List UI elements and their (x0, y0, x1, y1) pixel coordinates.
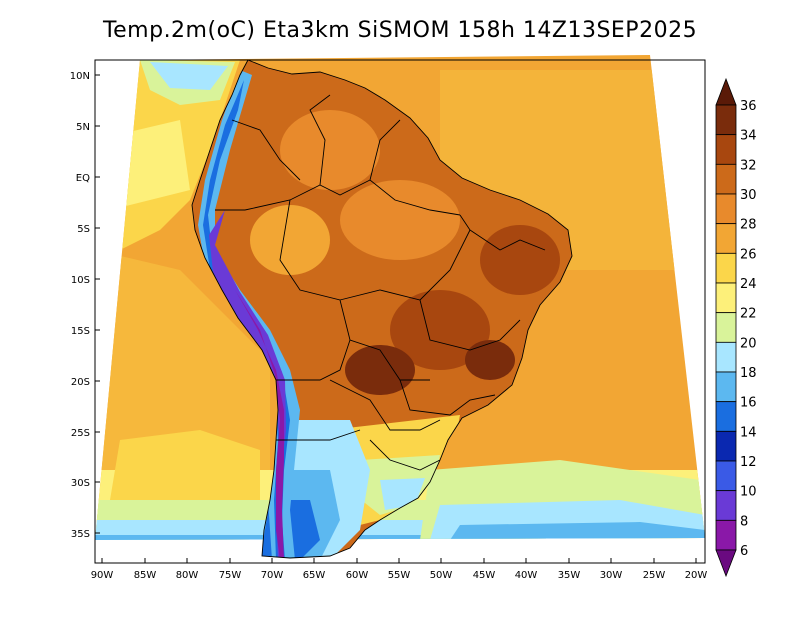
colorbar-arrow-top (715, 77, 737, 106)
lon-tick-label: 90W (91, 570, 114, 581)
lon-tick-label: 20W (685, 570, 708, 581)
lat-tick-label: 20S (71, 377, 90, 388)
lon-tick-label: 30W (600, 570, 623, 581)
colorbar-label: 34 (740, 129, 757, 144)
colorbar-label: 32 (740, 158, 757, 173)
colorbar-label: 10 (740, 485, 757, 500)
colorbar-label: 16 (740, 396, 757, 411)
lon-tick-label: 35W (558, 570, 581, 581)
lat-tick-label: 10N (70, 71, 90, 82)
lon-tick-label: 55W (388, 570, 411, 581)
colorbar-segment (715, 223, 737, 254)
lat-tick-label: 5S (77, 224, 90, 235)
lat-tick-label: EQ (76, 173, 90, 184)
lon-tick-label: 50W (430, 570, 453, 581)
colorbar-segment (715, 490, 737, 521)
lon-tick-label: 70W (261, 570, 284, 581)
lon-tick-label: 25W (643, 570, 666, 581)
colorbar-label: 24 (740, 277, 757, 292)
colorbar-label: 6 (740, 544, 748, 559)
colorbar-segment (715, 371, 737, 403)
lat-tick-label: 35S (71, 529, 90, 540)
colorbar-segment (715, 193, 737, 225)
colorbar-segment (715, 341, 737, 373)
map-frame (94, 59, 706, 564)
colorbar-label: 26 (740, 247, 757, 262)
lat-tick-label: 30S (71, 478, 90, 489)
colorbar-label: 8 (740, 514, 748, 529)
lon-tick-label: 60W (346, 570, 369, 581)
lat-tick-label: 5N (76, 122, 90, 133)
lon-tick-label: 85W (134, 570, 157, 581)
colorbar-legend: 36 34 32 30 28 26 24 22 20 18 16 14 12 10 8 6 (715, 77, 757, 578)
colorbar-segment (715, 282, 737, 314)
colorbar-segment (715, 460, 737, 492)
colorbar-segment (715, 252, 737, 284)
lon-tick-label: 40W (515, 570, 538, 581)
colorbar-segment (715, 163, 737, 195)
colorbar-arrow-bottom (715, 549, 737, 578)
lat-tick-label: 10S (71, 275, 90, 286)
colorbar-segment (715, 104, 737, 136)
map-title: Temp.2m(oC) Eta3km SiSMOM 158h 14Z13SEP2… (102, 18, 698, 43)
colorbar-label: 14 (740, 425, 757, 440)
colorbar-segment (715, 134, 737, 165)
colorbar-segment (715, 430, 737, 462)
colorbar-segment (715, 519, 737, 551)
latitude-axis: 10N 5N EQ 5S 10S 15S 20S 25S 30S 35S (70, 71, 100, 540)
lon-tick-label: 45W (473, 570, 496, 581)
longitude-axis: 90W 85W 80W 75W 70W 65W 60W 55W 50W 45W … (91, 558, 708, 581)
colorbar-segment (715, 312, 737, 343)
colorbar-label: 18 (740, 366, 757, 381)
lat-tick-label: 25S (71, 428, 90, 439)
colorbar-label: 22 (740, 307, 757, 322)
colorbar-label: 28 (740, 218, 757, 233)
colorbar-label: 12 (740, 455, 757, 470)
lon-tick-label: 80W (176, 570, 199, 581)
colorbar-label: 36 (740, 99, 757, 114)
colorbar-label: 20 (740, 336, 757, 351)
colorbar-label: 30 (740, 188, 757, 203)
lat-tick-label: 15S (71, 326, 90, 337)
lon-tick-label: 75W (219, 570, 242, 581)
country-borders (191, 59, 573, 559)
colorbar-segment (715, 401, 737, 432)
lon-tick-label: 65W (303, 570, 326, 581)
